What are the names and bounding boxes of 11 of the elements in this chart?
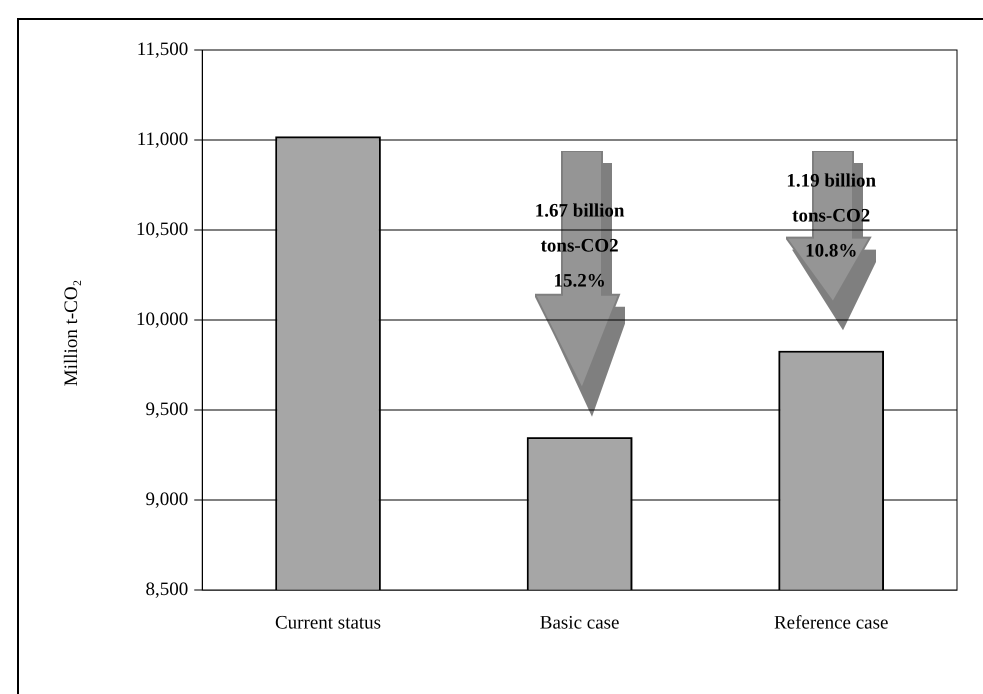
x-tick-label: Reference case [774,612,888,634]
y-tick-label: 10,000 [136,309,188,330]
y-axis-title: Million t-CO₂ [61,280,83,386]
y-tick-label: 11,500 [136,38,188,60]
x-tick-label: Current status [275,612,382,634]
y-tick-label: 9,000 [146,489,188,510]
y-tick-label: 9,500 [146,399,188,420]
y-tick-label: 8,500 [146,579,188,600]
y-tick-label: 11,000 [136,129,188,150]
y-tick-label: 10,500 [136,219,188,240]
x-tick-label: Basic case [540,612,620,634]
